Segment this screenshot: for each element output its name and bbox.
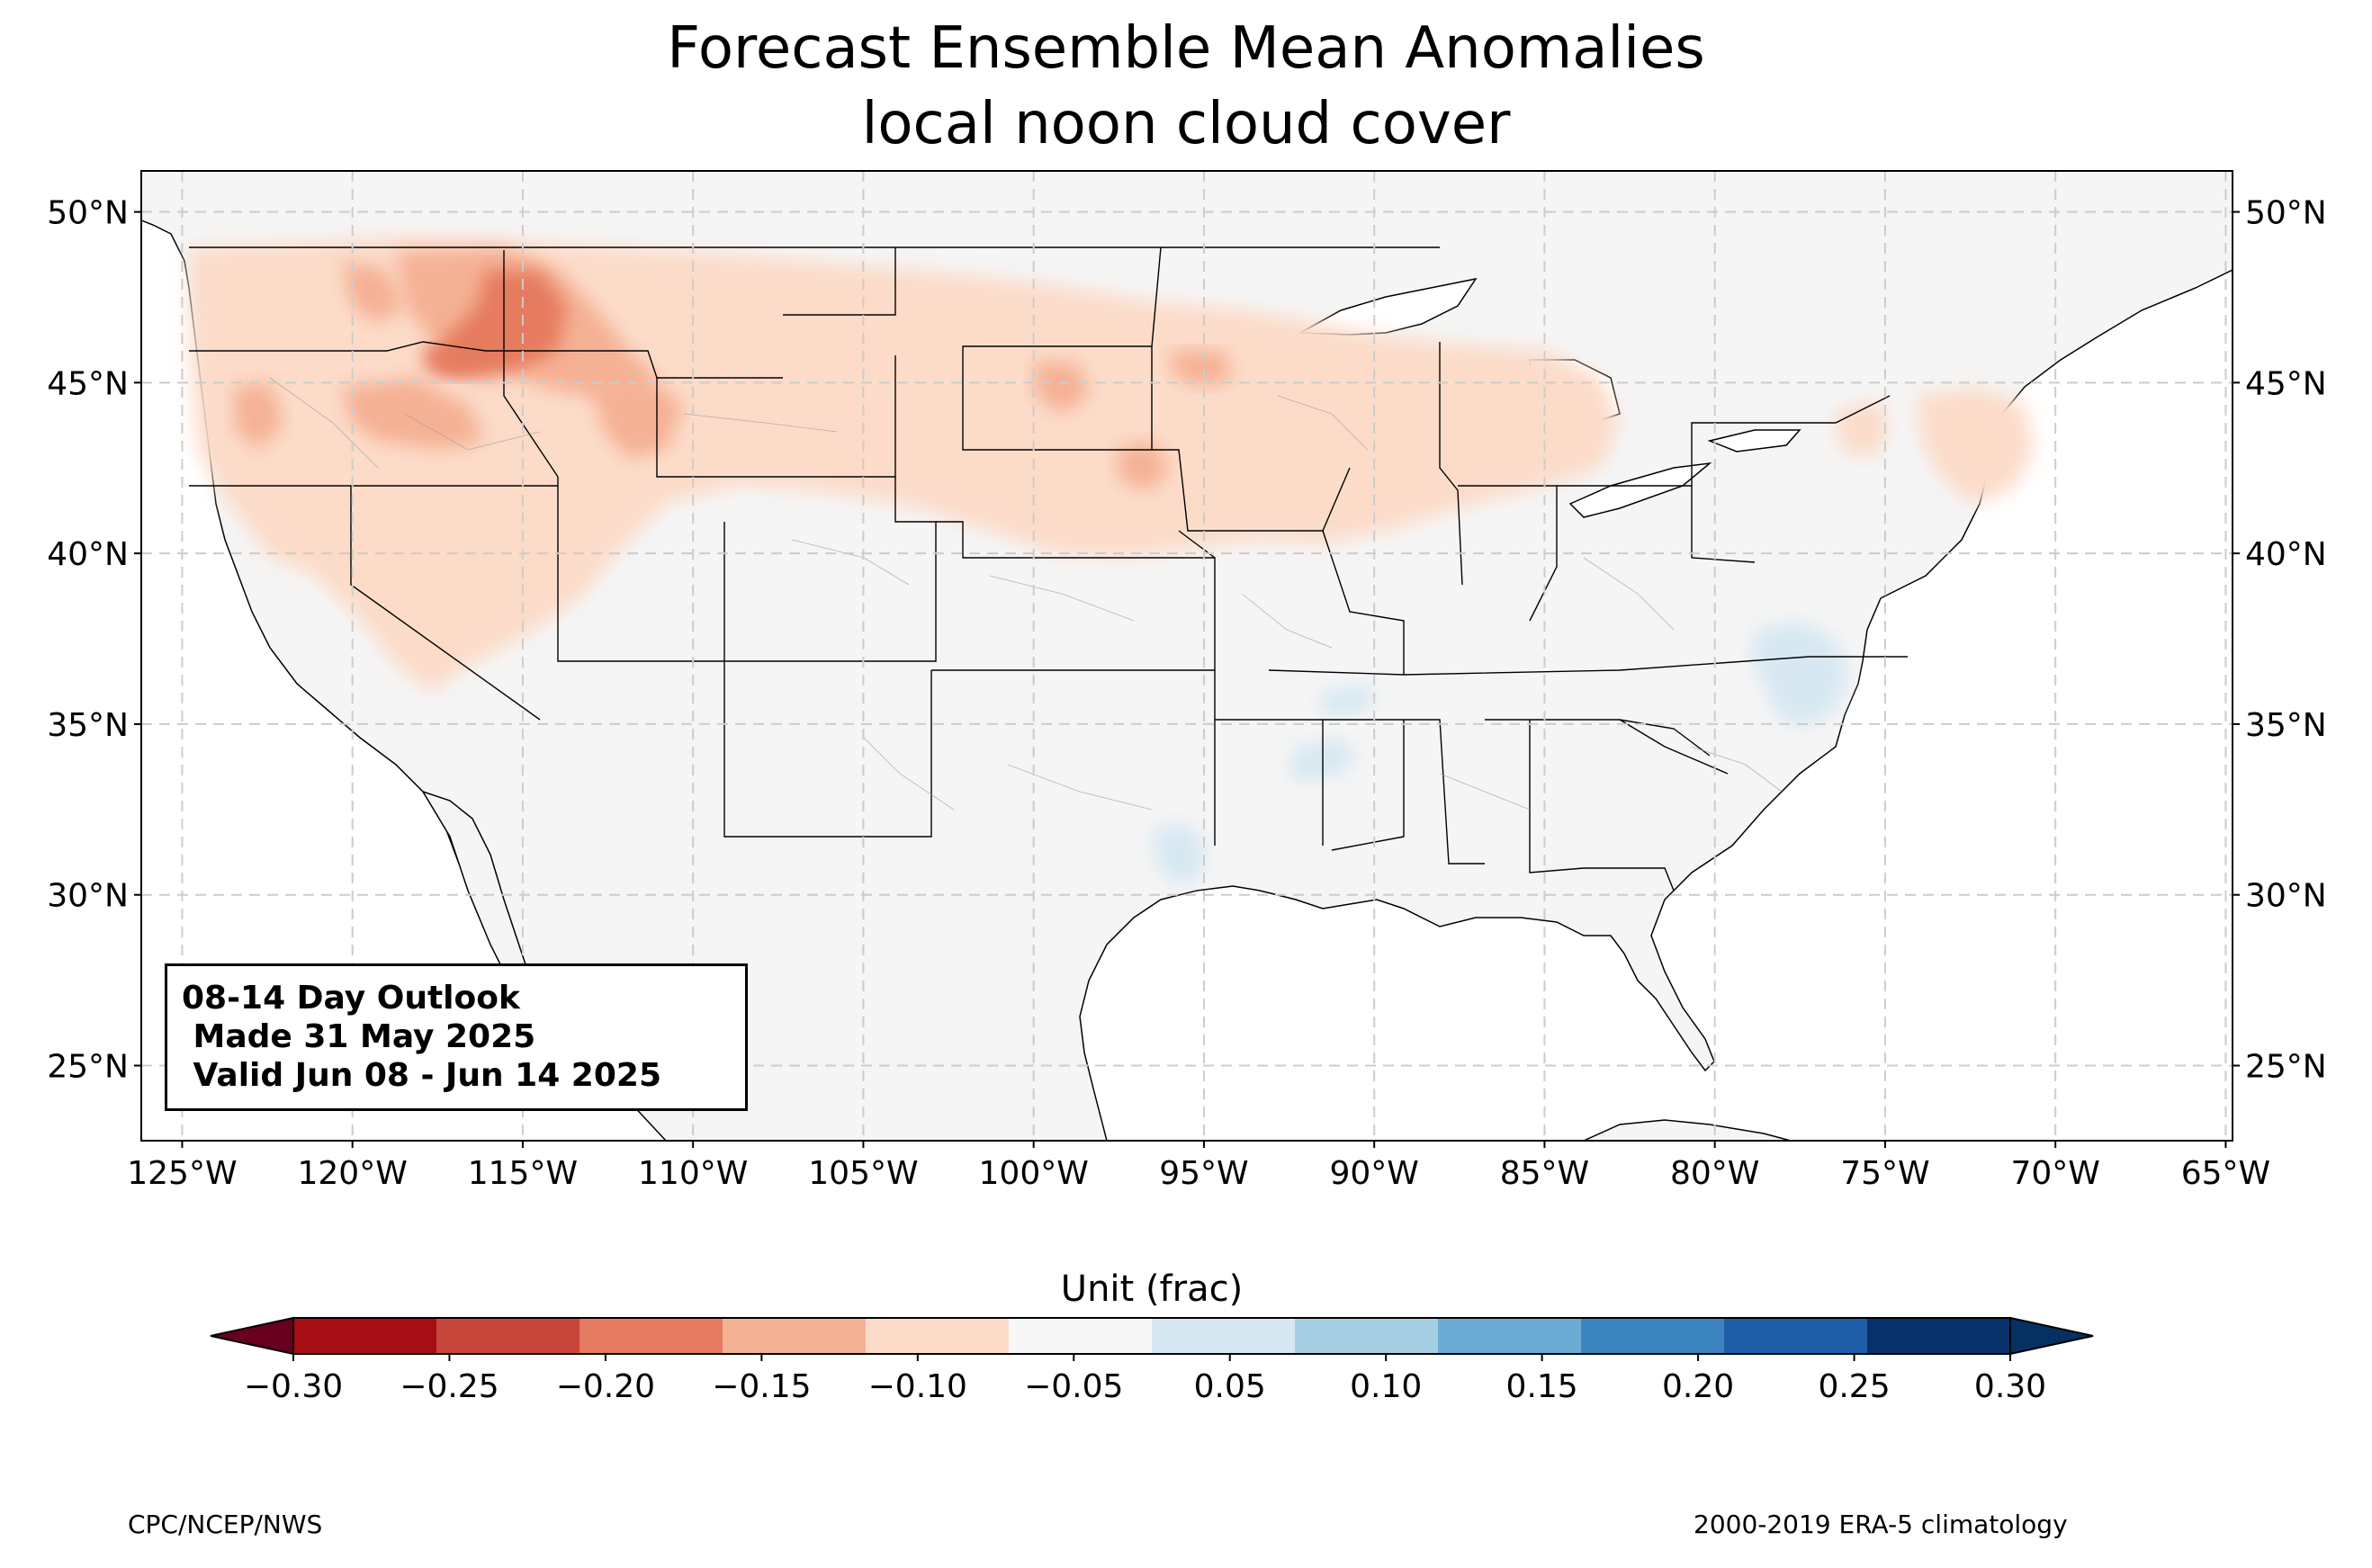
anomaly-region-arkansas	[1318, 684, 1377, 715]
anomaly-region-pennsylvania-ny	[1836, 400, 1890, 459]
colorbar-tick-label: 0.10	[1350, 1368, 1422, 1405]
anomaly-region-mid-tier-g	[234, 382, 283, 450]
colorbar-over-arrow	[2009, 1316, 2094, 1356]
lat-tick-label-left: 40°N	[47, 536, 129, 573]
colorbar-tick-label: 0.15	[1506, 1368, 1578, 1405]
anomaly-region-mid-tier-e	[1170, 351, 1233, 387]
footer-source: CPC/NCEP/NWS	[128, 1510, 323, 1539]
colorbar-swatch	[1867, 1318, 2011, 1354]
lat-tick-label-right: 45°N	[2245, 365, 2327, 402]
colorbar: −0.30 −0.25 −0.20 −0.15 −0.10 −0.05 0.05 0.10 0.…	[210, 1316, 2094, 1405]
anomaly-region-virginia-nc	[1750, 621, 1849, 729]
colorbar-swatch	[436, 1318, 580, 1354]
lon-tick-label: 115°W	[468, 1155, 578, 1192]
lat-tick-label-right: 35°N	[2245, 707, 2327, 744]
lon-tick-label: 85°W	[1500, 1155, 1589, 1192]
lat-tick-label-left: 50°N	[47, 195, 129, 232]
lon-tick-label: 95°W	[1159, 1155, 1248, 1192]
lake-erie	[1568, 461, 1712, 518]
colorbar-tick-label: −0.20	[556, 1368, 655, 1405]
colorbar-title: Unit (frac)	[1060, 1268, 1244, 1310]
colorbar-tick-label: 0.30	[1974, 1368, 2046, 1405]
colorbar-swatch	[293, 1318, 437, 1354]
lat-tick-label-right: 50°N	[2245, 195, 2327, 232]
colorbar-tick-label: 0.25	[1818, 1368, 1890, 1405]
lon-tick-label: 120°W	[298, 1155, 408, 1192]
colorbar-swatch	[1152, 1318, 1296, 1354]
lat-tick-label-left: 25°N	[47, 1048, 129, 1085]
anomaly-region-mid-tier-c	[594, 378, 684, 459]
colorbar-swatch	[723, 1318, 867, 1354]
colorbar-under-arrow	[210, 1316, 294, 1356]
colorbar-swatch	[1438, 1318, 1582, 1354]
colorbar-tick-label: 0.20	[1662, 1368, 1734, 1405]
lon-tick-label: 100°W	[979, 1155, 1089, 1192]
colorbar-tick-label: −0.25	[400, 1368, 499, 1405]
anomaly-region-mid-tier-h	[342, 378, 486, 450]
colorbar-tick-label: −0.10	[868, 1368, 967, 1405]
colorbar-swatch	[580, 1318, 723, 1354]
cuba	[1583, 1119, 1792, 1141]
lon-tick-label: 90°W	[1329, 1155, 1418, 1192]
colorbar-frame	[292, 1317, 2011, 1355]
lat-tick-label-right: 25°N	[2245, 1048, 2327, 1085]
outlook-info-box: 08-14 Day Outlook Made 31 May 2025 Valid…	[165, 963, 748, 1111]
lat-tick-label-right: 40°N	[2245, 536, 2327, 573]
lon-tick-label: 70°W	[2010, 1155, 2099, 1192]
anomaly-region-strong-core	[423, 346, 486, 378]
colorbar-swatch	[1009, 1318, 1153, 1354]
lon-tick-label: 75°W	[1840, 1155, 1929, 1192]
lon-tick-label: 105°W	[808, 1155, 918, 1192]
colorbar-swatch	[1724, 1318, 1868, 1354]
map-title: Forecast Ensemble Mean Anomalies	[667, 15, 1705, 82]
outlook-made-date: Made 31 May 2025	[182, 1018, 536, 1056]
lon-tick-label: 125°W	[127, 1155, 237, 1192]
lake-ontario	[1707, 429, 1801, 452]
anomaly-region-mid-tier-d	[1035, 360, 1089, 414]
county-borders	[269, 377, 1783, 811]
map-frame	[140, 170, 2233, 1142]
footer-climatology: 2000-2019 ERA-5 climatology	[1694, 1510, 2068, 1539]
anomaly-region-new-england	[1917, 387, 2034, 504]
colorbar-swatch	[1295, 1318, 1439, 1354]
lat-tick-label-right: 30°N	[2245, 878, 2327, 915]
colorbar-tick-label: −0.05	[1024, 1368, 1123, 1405]
colorbar-swatch	[1581, 1318, 1725, 1354]
anomaly-region-mid-tier-f	[1116, 441, 1170, 490]
colorbar-tick-label: −0.15	[712, 1368, 811, 1405]
lon-tick-label: 65°W	[2181, 1155, 2270, 1192]
lat-tick-label-left: 30°N	[47, 878, 129, 915]
lat-tick-label-left: 35°N	[47, 707, 129, 744]
lon-tick-label: 110°W	[638, 1155, 748, 1192]
anomaly-region-mid-tier-a	[342, 261, 405, 324]
colorbar-swatch	[866, 1318, 1010, 1354]
anomaly-region-texas	[1152, 823, 1206, 886]
colorbar-tick-label: −0.30	[244, 1368, 343, 1405]
outlook-valid-dates: Valid Jun 08 - Jun 14 2025	[182, 1057, 662, 1095]
outlook-period: 08-14 Day Outlook	[182, 980, 520, 1017]
lat-tick-label-left: 45°N	[47, 365, 129, 402]
colorbar-tick-label: 0.05	[1194, 1368, 1266, 1405]
lon-tick-label: 80°W	[1670, 1155, 1759, 1192]
map-subtitle: local noon cloud cover	[861, 91, 1511, 157]
